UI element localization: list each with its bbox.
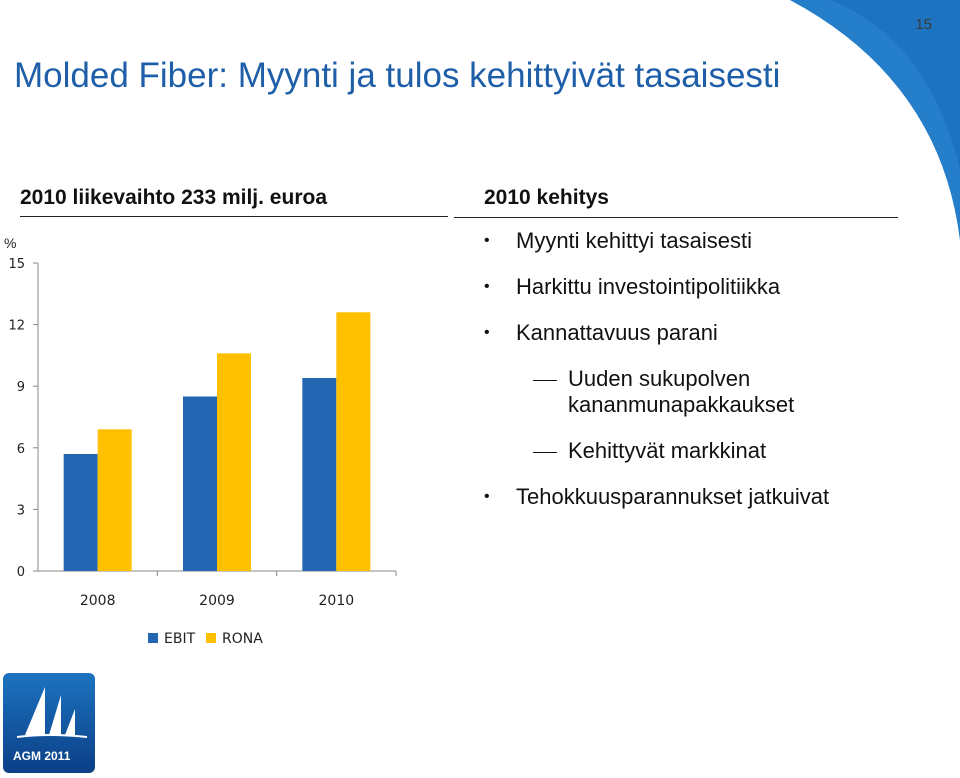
bullet-list: Myynti kehittyi tasaisesti Harkittu inves…	[480, 228, 920, 530]
y-tick-label: 3	[17, 503, 25, 518]
y-tick-label: 0	[17, 565, 25, 580]
slide-title: Molded Fiber: Myynti ja tulos kehittyivä…	[14, 56, 781, 95]
bar-chart: % 0 3 6 9 12 15 2008 2009 2010 EBIT RONA	[4, 235, 397, 647]
logo-text: AGM 2011	[13, 749, 71, 763]
bullet-item: Harkittu investointipolitiikka	[480, 274, 920, 300]
bullet-item: Kannattavuus parani	[480, 320, 920, 346]
corner-swoosh-decoration	[790, 0, 960, 240]
development-heading: 2010 kehitys	[484, 186, 609, 209]
development-heading-rule	[454, 217, 898, 218]
y-axis-label: %	[4, 235, 16, 251]
sub-bullet-item: Kehittyvät markkinat	[480, 438, 920, 464]
sub-bullet-item: Uuden sukupolven kananmunapakkaukset	[480, 366, 920, 418]
bar-rona-2010	[336, 312, 371, 571]
agm-logo: AGM 2011	[3, 673, 95, 773]
bullet-item: Myynti kehittyi tasaisesti	[480, 228, 920, 254]
bar-rona-2008	[97, 429, 132, 571]
y-tick-label: 6	[17, 442, 25, 457]
y-tick-label: 12	[8, 319, 25, 334]
legend-swatch-ebit	[148, 633, 158, 643]
sailboat-icon	[16, 687, 88, 738]
bar-rona-2009	[217, 353, 251, 571]
x-tick-label: 2010	[319, 593, 355, 609]
chart-heading: 2010 liikevaihto 233 milj. euroa	[20, 186, 327, 209]
y-tick-label: 9	[17, 380, 25, 395]
x-tick-label: 2008	[80, 593, 116, 609]
bar-ebit-2008	[63, 453, 98, 571]
x-tick-label: 2009	[199, 593, 235, 609]
y-tick-label: 15	[8, 257, 25, 272]
chart-heading-rule	[20, 216, 448, 217]
bar-ebit-2009	[183, 396, 217, 571]
legend-label-rona: RONA	[222, 631, 263, 647]
bullet-item: Tehokkuusparannukset jatkuivat	[480, 484, 920, 510]
legend-swatch-rona	[206, 633, 216, 643]
bar-ebit-2010	[302, 377, 337, 571]
legend-label-ebit: EBIT	[164, 631, 196, 647]
page-number: 15	[915, 16, 932, 33]
